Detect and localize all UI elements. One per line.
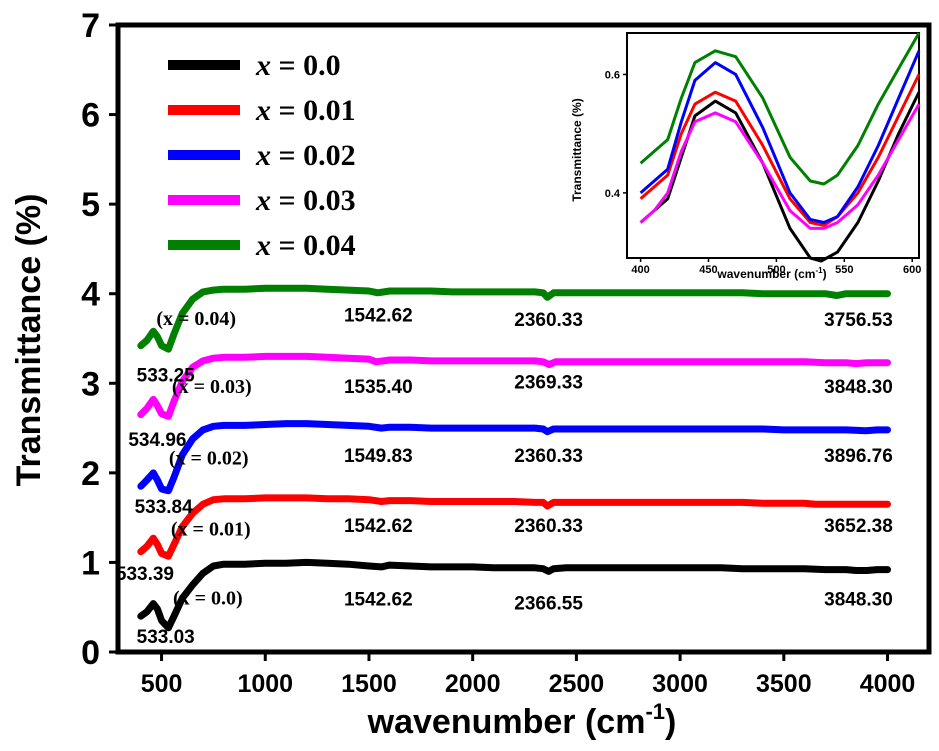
y-tick-label: 1 (81, 544, 100, 582)
series-line (137, 420, 891, 495)
series-band-label: (x = 0.04) (156, 308, 236, 330)
x-axis-label: wavenumber (cm-1) (367, 699, 677, 741)
inset-x-axis-label: wavenumber (cm-1) (716, 266, 826, 281)
y-tick-label: 0 (81, 634, 100, 672)
series-band-label: (x = 0.0) (173, 587, 243, 609)
series-band-label: (x = 0.02) (169, 448, 249, 470)
inset-series-line (639, 73, 921, 227)
inset-x-tick-label: 400 (631, 264, 649, 276)
x-tick-label: 3500 (756, 670, 812, 698)
inset-series-line (639, 91, 921, 263)
y-tick-label: 7 (81, 7, 100, 45)
y-tick-label: 3 (81, 365, 100, 403)
peak-label: 1549.83 (344, 446, 413, 467)
legend-label: x = 0.0 (255, 49, 341, 82)
peak-label: 3896.76 (824, 446, 893, 467)
inset-y-axis-label: Transmittance (%) (570, 98, 584, 201)
peak-label: 3756.53 (824, 310, 893, 331)
series-line (137, 352, 891, 420)
legend-label: x = 0.02 (255, 139, 356, 172)
x-tick-label: 1500 (341, 670, 397, 698)
peak-label: 533.39 (116, 564, 174, 585)
peak-label: 2360.33 (514, 446, 583, 467)
legend-label: x = 0.01 (255, 94, 356, 127)
inset-x-tick-label: 500 (767, 264, 785, 276)
inset-y-tick-label: 0.4 (605, 188, 621, 200)
inset-plot-frame (626, 32, 920, 259)
peak-label: 1542.62 (344, 516, 413, 537)
y-tick-label: 6 (81, 97, 100, 135)
series-band-label: (x = 0.01) (171, 518, 251, 540)
inset-y-tick-label: 0.6 (605, 69, 620, 81)
legend-label: x = 0.03 (255, 184, 356, 217)
main-plot-frame (115, 22, 932, 655)
peak-label: 1542.62 (344, 589, 413, 610)
main-series-group (137, 284, 891, 632)
x-tick-label: 1000 (237, 670, 293, 698)
inset-axis-ticks: 400 450 500 550 600 0.4 0.6 (605, 69, 922, 276)
peak-label: 2366.55 (514, 594, 583, 615)
series-line (137, 494, 891, 560)
x-tick-label: 4000 (860, 670, 916, 698)
inset-x-tick-label: 600 (903, 264, 921, 276)
y-axis-label: Transmittance (%) (10, 194, 48, 487)
legend: x = 0.0 x = 0.01 x = 0.02 x = 0.03 x = 0.04 (168, 49, 356, 262)
legend-label: x = 0.04 (255, 229, 356, 262)
x-tick-label: 3000 (652, 670, 708, 698)
y-tick-label: 4 (81, 276, 100, 314)
peak-label: 1542.62 (344, 305, 413, 326)
peak-label: 2360.33 (514, 516, 583, 537)
peak-label: 2360.33 (514, 310, 583, 331)
series-band-label: (x = 0.03) (172, 376, 252, 398)
peak-label: 533.03 (137, 627, 195, 648)
peak-label: 534.96 (128, 430, 186, 451)
main-annotations: (x = 0.0) 533.03 1542.62 2366.55 3848.30 (x =… (116, 305, 893, 648)
y-tick-label: 2 (81, 455, 100, 493)
peak-label: 2369.33 (514, 372, 583, 393)
peak-label: 533.25 (137, 365, 196, 386)
inset-series-line (639, 50, 921, 224)
inset-series-line (639, 103, 921, 230)
peak-label: 533.84 (135, 497, 194, 518)
peak-label: 1535.40 (344, 377, 413, 398)
x-tick-label: 2000 (445, 670, 501, 698)
y-tick-label: 5 (81, 186, 100, 224)
main-axis-ticks: 500 1000 1500 2000 2500 3000 3500 4000 0 1 2 3 4 5 6 7 (81, 7, 915, 698)
x-tick-label: 500 (141, 670, 183, 698)
inset-x-tick-label: 550 (835, 264, 853, 276)
peak-label: 3848.30 (824, 377, 893, 398)
series-line (137, 558, 891, 632)
x-tick-label: 2500 (549, 670, 605, 698)
series-line (137, 284, 891, 353)
peak-label: 3848.30 (824, 589, 893, 610)
inset-series-group (639, 32, 921, 263)
inset-series-line (639, 32, 921, 186)
inset-x-tick-label: 450 (699, 264, 717, 276)
peak-label: 3652.38 (824, 516, 893, 537)
